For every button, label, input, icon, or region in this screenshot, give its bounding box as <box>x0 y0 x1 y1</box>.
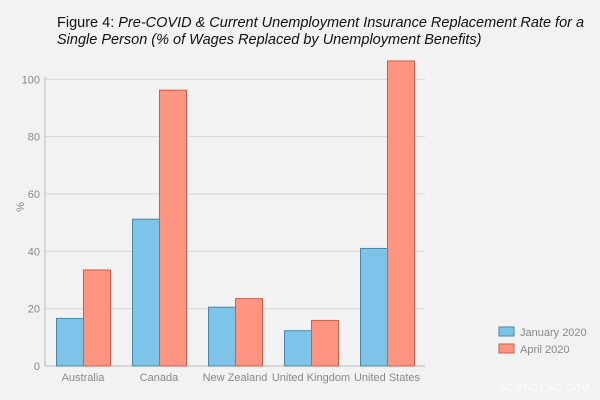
y-tick-label: 20 <box>28 304 40 316</box>
bar-united-kingdom-january-2020 <box>284 330 312 367</box>
y-tick-label: 100 <box>22 74 40 86</box>
legend-swatch <box>498 343 515 354</box>
chart-title: Figure 4: Pre-COVID & Current Unemployme… <box>57 15 584 49</box>
title-prefix: Figure 4: <box>57 15 119 31</box>
y-tick-label: 40 <box>28 246 40 258</box>
legend-swatch <box>498 326 515 337</box>
y-tick-label: 80 <box>28 132 40 144</box>
y-axis-label: % <box>15 202 27 212</box>
y-tick-label: 0 <box>34 361 40 373</box>
bar-new-zealand-april-2020 <box>235 298 263 367</box>
x-tick-label: Canada <box>140 372 179 384</box>
x-tick-label: United Kingdom <box>272 372 350 384</box>
bar-australia-january-2020 <box>56 317 84 367</box>
y-tick-label: 60 <box>28 189 40 201</box>
bar-united-states-april-2020 <box>387 60 415 367</box>
bar-canada-april-2020 <box>159 89 187 367</box>
bar-united-kingdom-april-2020 <box>311 319 339 367</box>
x-tick-label: United States <box>354 372 421 384</box>
watermark: SCIENCEAQ.COM <box>498 383 590 394</box>
bar-new-zealand-january-2020 <box>208 306 236 367</box>
x-tick-label: Australia <box>62 372 106 384</box>
x-tick-label: New Zealand <box>203 372 268 384</box>
bar-australia-april-2020 <box>83 269 111 367</box>
bar-united-states-january-2020 <box>360 247 388 367</box>
bar-canada-january-2020 <box>132 218 160 367</box>
legend-label: January 2020 <box>520 327 587 339</box>
title-line-2: Single Person (% of Wages Replaced by Un… <box>57 32 482 48</box>
legend-label: April 2020 <box>520 344 570 356</box>
title-line-1: Pre-COVID & Current Unemployment Insuran… <box>118 15 585 31</box>
